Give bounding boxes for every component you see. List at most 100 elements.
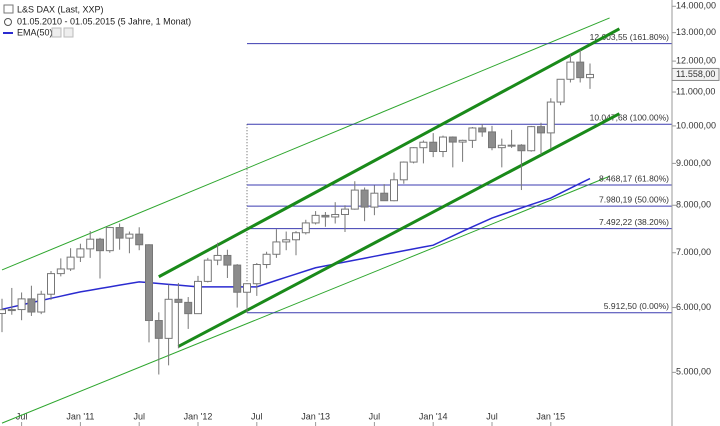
x-tick-label: Jul [251,411,263,421]
candle-body [282,239,291,243]
candle-body [17,298,26,311]
candle-body [546,101,555,134]
candle-body [341,208,349,215]
candle-body [7,309,16,312]
x-tick-label: Jul [133,411,145,421]
last-price-box [671,67,720,81]
candle-body [390,179,398,202]
y-tick-label: 7.000,00 [676,247,711,257]
candle-body [115,227,124,239]
candle-body [497,144,506,149]
trendline [177,112,621,348]
settings-button[interactable] [51,27,62,38]
candle-body [360,189,369,208]
x-tick-label: Jan '15 [536,411,565,421]
y-tick-label: 9.000,00 [676,158,711,168]
y-tick-label: 11.000,00 [676,86,715,96]
clock-icon [4,18,12,26]
fib-label: 10.047,68 (100.00%) [590,112,670,122]
candle-body [527,126,536,152]
fib-label: 7.492,22 (38.20%) [599,217,669,227]
candle-body [350,189,359,210]
x-tick-label: Jan '11 [66,411,94,421]
candle-body [488,131,496,149]
fib-label: 5.912,50 (0.00%) [604,301,669,311]
candle-body [174,298,183,303]
trendline [158,27,621,279]
candle-body [586,73,594,79]
candle-body [154,320,163,339]
candle-body [458,139,467,143]
candle-body [194,280,202,315]
candle-body [233,264,242,293]
x-tick-label: Jul [486,411,498,421]
candle-body [203,259,212,282]
candle-body [380,192,389,202]
y-tick-label: 6.000,00 [676,302,711,312]
candle-body [164,298,173,339]
candle-body [507,144,516,147]
legend-label: EMA(50) [17,27,53,37]
candle-body [86,238,95,250]
candle-body [27,298,36,313]
x-tick-label: Jan '12 [184,411,213,421]
y-tick-label: 5.000,00 [676,367,711,377]
candle-body [262,253,271,266]
candle-body [419,141,428,149]
header: L&S DAX (Last, XXP) 01.05.2010 - 01.05.2… [3,4,191,38]
candle-body [135,233,144,246]
candle-body [537,126,545,134]
x-tick-label: Jan '14 [419,411,448,421]
y-tick-label: 10.000,00 [676,120,716,130]
y-tick-label: 14.000,00 [676,1,716,11]
last-price-label: 11.558,00 [676,69,715,79]
candle-body [223,254,232,266]
candle-body [370,192,379,208]
candle-body [517,144,526,152]
y-tick-label: 8.000,00 [676,200,711,210]
candle-body [252,264,261,285]
trendline [1,17,610,271]
plot-area: Jul Jan '11 Jul Jan '12 Jul Jan '13 Jul Jan '14… [0,17,672,426]
candle-body [96,238,104,252]
ema-line [1,177,591,311]
candle-body [311,214,320,224]
candle-body [321,214,330,218]
candle-body [439,136,447,152]
candle-body [292,232,300,241]
close-button[interactable] [63,27,74,38]
candle-body [105,227,114,252]
instrument-icon [3,4,14,14]
x-tick-label: Jan '13 [301,411,330,421]
candle-body [213,254,222,261]
candle-body [243,283,251,293]
candle-body [145,244,153,322]
candle-body [409,147,418,163]
candle-body [448,136,457,143]
candle-body [576,61,585,79]
candle-body [429,141,438,152]
y-tick-label: 12.000,00 [676,55,716,65]
x-tick-label: Jul [369,411,381,421]
candle-body [125,233,134,239]
candle-body [47,273,55,295]
candle-body [301,222,310,234]
candle-body [556,78,565,103]
candle-body [478,127,487,133]
candle-body [272,241,281,255]
trendline [1,175,610,424]
fib-label: 12.603,55 (161.80%) [590,32,670,42]
candle-body [468,127,477,141]
chart-subtitle: 01.05.2010 - 01.05.2015 (5 Jahre, 1 Mona… [17,16,191,26]
candle-body [56,268,65,275]
candle-body [76,248,85,258]
chart-title: L&S DAX (Last, XXP) [17,4,104,14]
fib-label: 7.980,19 (50.00%) [599,194,669,204]
candle-body [399,161,408,181]
candle-body [331,213,340,218]
y-tick-label: 13.000,00 [676,27,716,37]
candle-body [184,301,193,315]
x-tick-label: Jul [16,411,28,421]
